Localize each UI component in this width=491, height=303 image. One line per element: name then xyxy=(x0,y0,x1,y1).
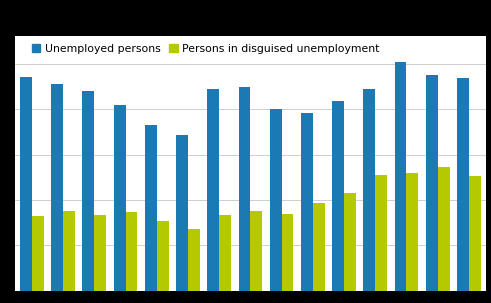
Bar xyxy=(270,109,282,291)
Bar xyxy=(20,77,32,291)
Bar xyxy=(313,203,325,291)
Bar xyxy=(344,193,356,291)
Bar xyxy=(407,173,418,291)
Bar xyxy=(145,125,157,291)
Bar xyxy=(363,89,375,291)
Bar xyxy=(437,167,450,291)
Bar xyxy=(114,105,126,291)
Bar xyxy=(63,211,75,291)
Bar xyxy=(82,91,94,291)
Legend: Unemployed persons, Persons in disguised unemployment: Unemployed persons, Persons in disguised… xyxy=(29,42,382,56)
Bar xyxy=(176,135,188,291)
Bar xyxy=(469,176,481,291)
Bar xyxy=(395,62,407,291)
Bar xyxy=(282,214,294,291)
Bar xyxy=(375,175,387,291)
Bar xyxy=(332,101,344,291)
Bar xyxy=(32,216,44,291)
Bar xyxy=(239,87,250,291)
Bar xyxy=(250,211,262,291)
Bar xyxy=(51,84,63,291)
Bar xyxy=(426,75,437,291)
Bar xyxy=(126,212,137,291)
Bar xyxy=(457,78,469,291)
Bar xyxy=(94,215,106,291)
Bar xyxy=(219,215,231,291)
Bar xyxy=(207,89,219,291)
Bar xyxy=(157,221,168,291)
Bar xyxy=(188,229,200,291)
Bar xyxy=(301,113,313,291)
